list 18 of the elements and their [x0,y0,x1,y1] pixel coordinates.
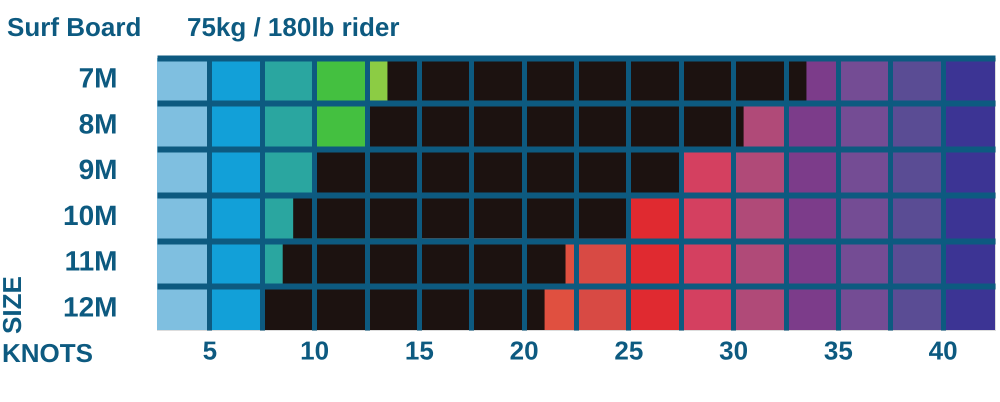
chart-subtitle: 75kg / 180lb rider [187,12,400,42]
y-tick-label: 11M [64,246,118,277]
y-tick-label: 12M [63,291,118,322]
x-tick-label: 30 [719,336,748,366]
x-tick-label: 40 [928,336,958,366]
y-tick-label: 7M [78,62,118,94]
x-tick-label: 15 [404,336,434,366]
x-tick-label: 5 [202,336,218,366]
x-axis-title: KNOTS [2,338,93,368]
x-tick-label: 35 [824,336,853,366]
chart-title: Surf Board [7,12,142,42]
y-tick-label: 8M [78,108,118,140]
x-tick-label: 10 [300,336,330,366]
y-tick-label: 10M [63,200,118,231]
y-axis-title: SIZE [0,276,27,334]
x-tick-label: 25 [614,336,644,366]
y-tick-label: 9M [78,154,118,186]
x-tick-label: 20 [510,336,539,366]
